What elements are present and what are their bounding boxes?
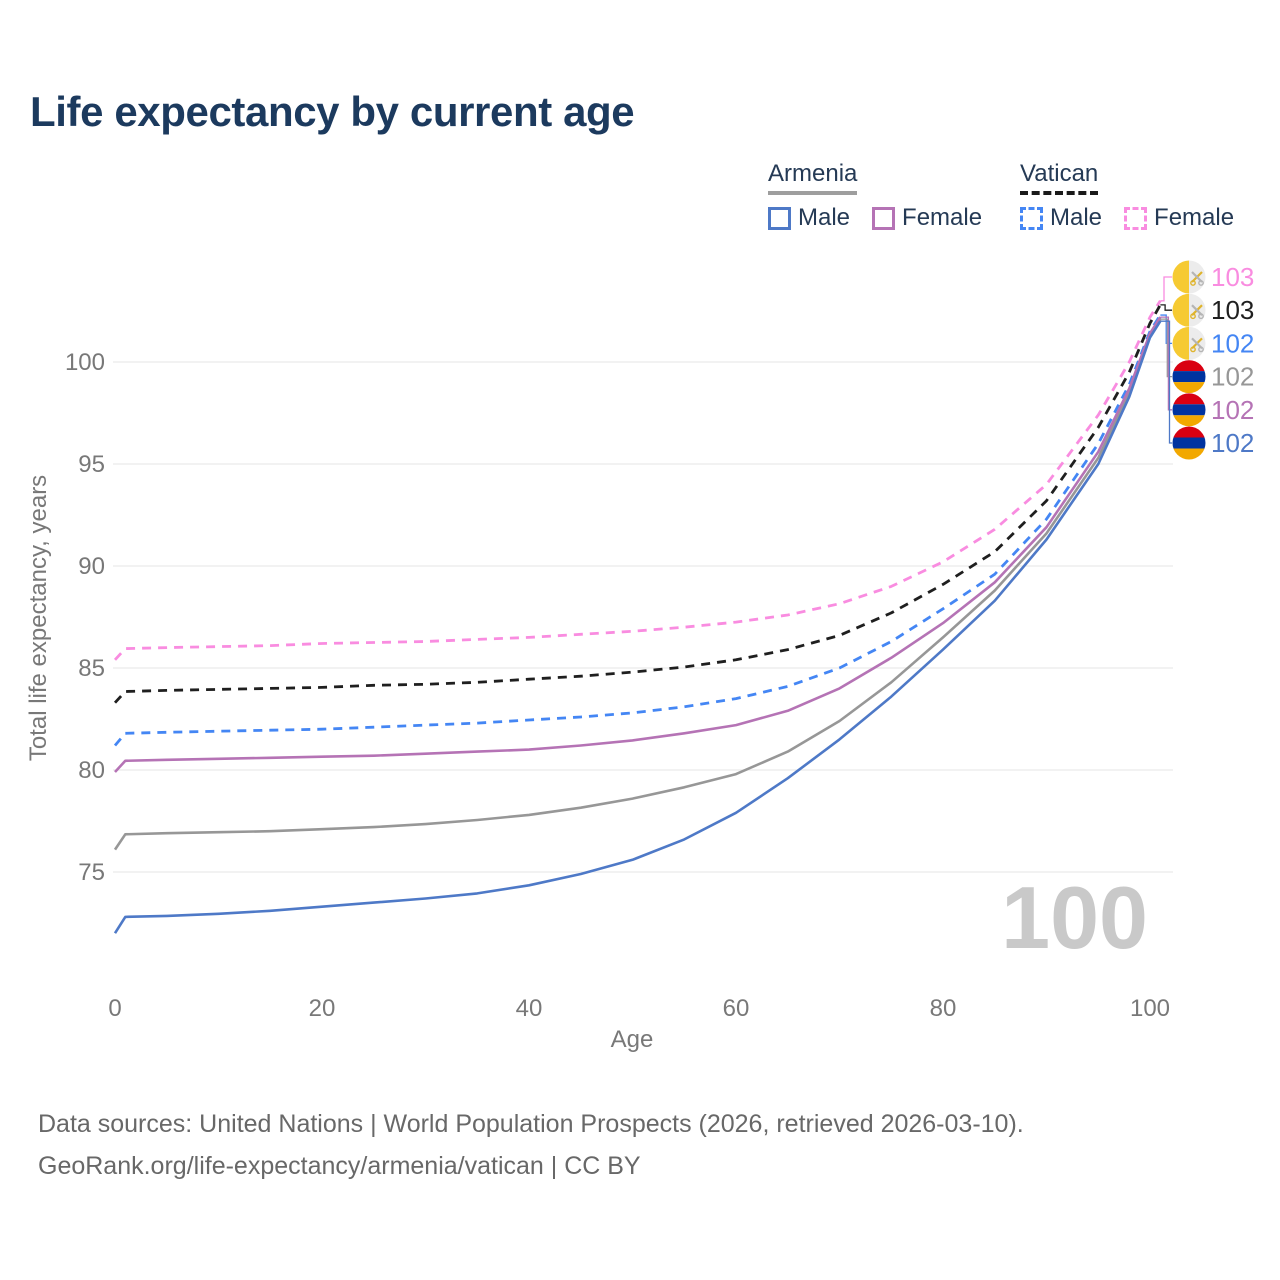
flag-icon-vatican [1172,293,1206,327]
end-value-label-armenia-both-sexes: 102 [1211,362,1254,392]
x-tick-100: 100 [1130,995,1170,1022]
legend-item-label: Male [798,204,851,231]
end-value-label-armenia-female: 102 [1211,395,1254,425]
age-counter-watermark: 100 [1001,868,1148,967]
legend-swatch-armenia-female [872,206,896,230]
legend-swatch-armenia-male [768,206,791,230]
footer: Data sources: United Nations | World Pop… [38,1103,1024,1187]
legend-swatch-vatican-male [1020,206,1043,230]
legend-linestyle-solid-swatch [768,191,858,195]
y-tick-95: 95 [78,451,105,478]
series-line-armenia-both-sexes[interactable] [113,318,1162,851]
series-line-vatican-female[interactable] [113,300,1162,661]
series-line-vatican-male[interactable] [113,314,1162,747]
x-tick-20: 20 [309,995,336,1022]
legend-item-label: Female [1154,204,1235,231]
y-axis-title: Total life expectancy, years [25,475,52,761]
series-lines [113,300,1162,934]
legend-linestyle-dashed-swatch [1020,191,1099,195]
y-tick-100: 100 [65,349,105,376]
series-line-armenia-female[interactable] [114,316,1162,773]
flag-icon-armenia [1172,360,1206,394]
legend-item-vatican-female[interactable]: Female [1124,204,1234,232]
flag-icon-vatican [1172,260,1206,294]
x-tick-40: 40 [516,995,543,1022]
series-line-vatican-both-sexes[interactable] [113,304,1162,704]
y-tick-85: 85 [78,655,105,682]
legend-item-vatican-male[interactable]: Male [1020,204,1102,232]
legend-item-armenia-male[interactable]: Male [768,204,850,232]
label-connector-vatican-both-sexes [1160,304,1172,311]
footer-link: GeoRank.org/life-expectancy/armenia/vati… [38,1152,641,1180]
page-title: Life expectancy by current age [30,88,635,135]
y-tick-75: 75 [78,859,105,886]
legend-country-name: Vatican [1020,160,1099,187]
y-tick-90: 90 [78,553,105,580]
end-value-label-vatican-both-sexes: 103 [1211,295,1254,325]
label-connector-armenia-male [1160,320,1172,444]
legend-header-vatican[interactable]: Vatican [1020,160,1099,195]
flag-icon-vatican [1172,326,1206,360]
legend-item-label: Male [1050,204,1103,231]
x-tick-60: 60 [723,995,750,1022]
legend-item-label: Female [902,204,983,231]
legend-item-armenia-female[interactable]: Female [872,204,982,232]
label-connector-armenia-female [1160,316,1172,411]
axis-ticks: 75 80 85 90 95 100 0 20 40 60 80 100 [65,349,1170,1022]
series-line-armenia-male[interactable] [113,320,1162,934]
legend-group-armenia: Armenia Male Female [768,160,982,232]
flag-icon-armenia [1172,426,1206,460]
end-value-label-vatican-female: 103 [1211,262,1254,292]
label-connector-vatican-female [1160,276,1172,302]
x-tick-0: 0 [108,995,121,1022]
legend-swatch-vatican-female [1124,206,1148,230]
end-value-label-armenia-male: 102 [1211,428,1254,458]
footer-sources: Data sources: United Nations | World Pop… [38,1110,1024,1138]
x-axis-title: Age [611,1026,654,1053]
end-value-label-vatican-male: 102 [1211,328,1254,358]
legend-header-armenia[interactable]: Armenia [768,160,858,195]
flag-icon-armenia [1172,393,1206,427]
gridlines [113,361,1173,873]
legend-group-vatican: Vatican Male Female [1020,160,1234,232]
y-tick-80: 80 [78,757,105,784]
x-tick-80: 80 [930,995,957,1022]
legend-country-name: Armenia [768,160,858,187]
